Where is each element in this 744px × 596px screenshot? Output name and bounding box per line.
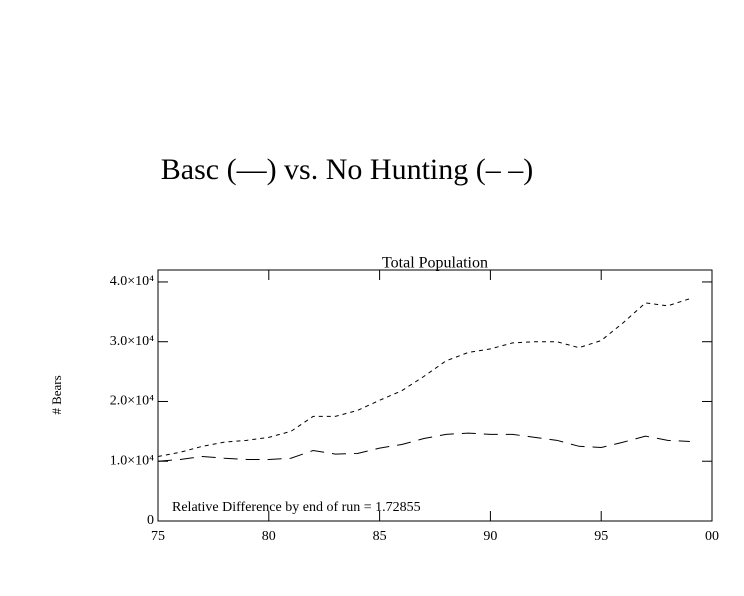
x-tick-label: 00 [705,529,719,544]
y-axis-label: # Bears [49,375,64,414]
x-tick-label: 85 [373,529,387,544]
y-tick-label: 0 [147,513,154,528]
x-tick-label: 95 [594,529,608,544]
x-tick-label: 90 [483,529,497,544]
annotation: Relative Difference by end of run = 1.72… [172,500,421,515]
y-tick-label: 1.0×10⁴ [110,453,154,468]
x-tick-label: 75 [151,529,165,544]
plot-frame [157,269,713,522]
header: Basc (—) vs. No Hunting (– –) [161,153,533,186]
y-tick-label: 2.0×10⁴ [110,394,154,409]
y-tick-label: 3.0×10⁴ [110,334,154,349]
chart-title: Total Population [382,255,488,272]
y-tick-label: 4.0×10⁴ [110,274,154,289]
data-line [157,432,690,462]
x-tick-label: 80 [262,529,276,544]
data-line [157,298,690,457]
